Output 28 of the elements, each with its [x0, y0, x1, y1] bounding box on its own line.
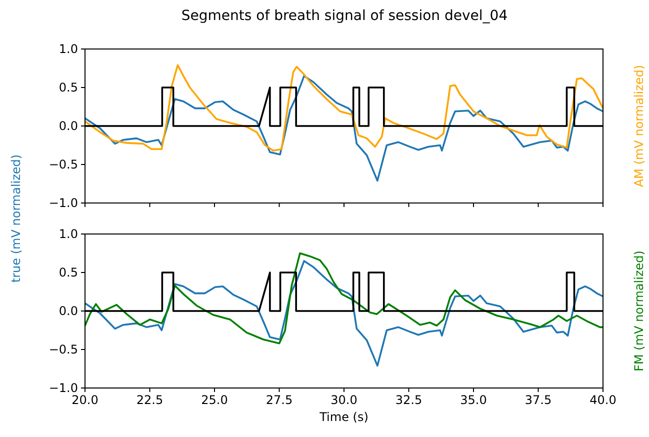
y-tick-label: −1.0	[48, 196, 78, 210]
x-tick-label: 22.5	[136, 393, 164, 407]
line-series	[84, 260, 604, 367]
x-tick-label: 20.0	[72, 393, 98, 407]
y-tick-label: −0.5	[48, 342, 78, 356]
x-tick-label: 30.0	[330, 393, 358, 407]
y2-axis-title: FM (mV normalized)	[632, 250, 646, 372]
y-tick-label: 0.0	[58, 304, 78, 318]
y-tick-label: −0.5	[48, 158, 78, 172]
line-series	[84, 252, 604, 344]
y-tick-label: 0.5	[58, 266, 78, 280]
line-series	[84, 75, 604, 182]
y-tick-label: 0.5	[58, 80, 78, 94]
y-tick-label: −1.0	[48, 381, 78, 395]
chart-title: Segments of breath signal of session devel_04	[181, 8, 508, 24]
x-tick-label: 37.5	[524, 393, 552, 407]
y-tick-label: 0.0	[58, 119, 78, 133]
x-tick-label: 32.5	[395, 393, 422, 407]
line-series	[84, 64, 604, 152]
y-tick-label: 1.0	[58, 227, 78, 241]
x-axis-title: Time (s)	[318, 410, 368, 424]
y-tick-label: 1.0	[58, 42, 78, 56]
y-axis-title: true (mV normalized)	[9, 154, 23, 283]
x-tick-label: 27.5	[266, 393, 293, 407]
y2-axis-title: AM (mV normalized)	[632, 64, 646, 188]
x-tick-label: 25.0	[201, 393, 228, 407]
x-tick-label: 35.0	[460, 393, 487, 407]
x-tick-label: 40.0	[590, 393, 616, 407]
